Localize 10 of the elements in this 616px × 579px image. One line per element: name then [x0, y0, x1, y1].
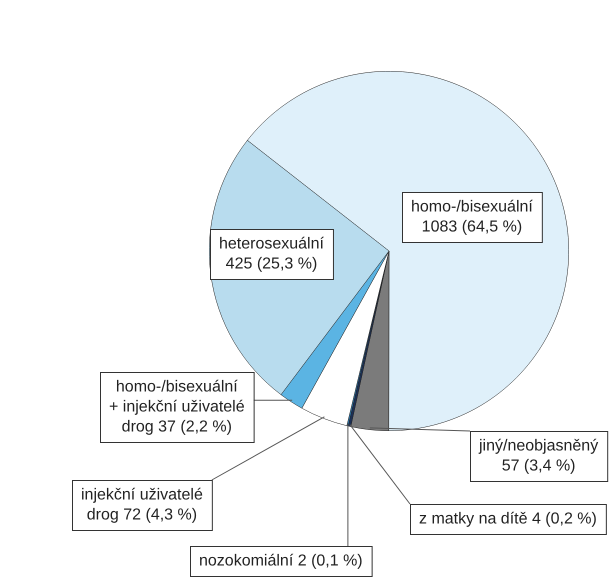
data-label: 425 (25,3 %) — [226, 255, 318, 272]
slice-label: nozokomiální 2 (0,1 %) — [198, 552, 363, 570]
slice-label: homo-/bisexuální — [411, 198, 534, 216]
slice-label: jiný/neobjasněný — [478, 437, 598, 454]
slice-label: z matky na dítě 4 (0,2 %) — [418, 510, 597, 528]
slice-label: heterosexuální — [218, 235, 325, 252]
slice-label: injekční uživatelé drog 72 (4,3 %) — [81, 486, 203, 524]
slice-label: homo-/bisexuální + injekční uživatelé drog 37 (2,2 %) — [108, 378, 245, 436]
data-label: 1083 (64,5 %) — [422, 218, 522, 236]
data-label: 57 (3,4 %) — [502, 457, 576, 474]
